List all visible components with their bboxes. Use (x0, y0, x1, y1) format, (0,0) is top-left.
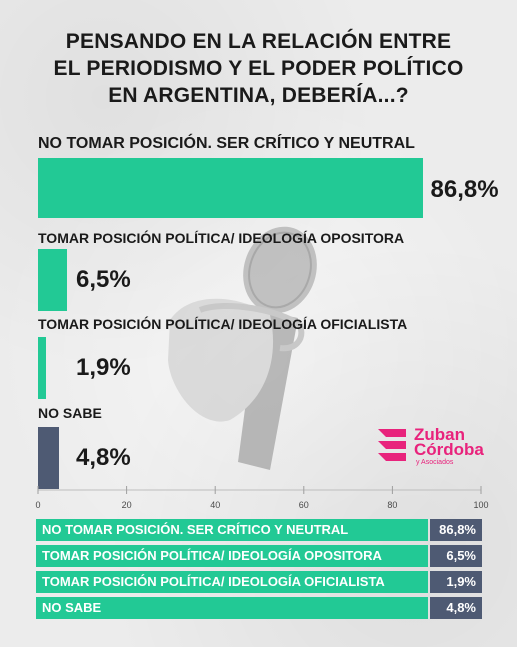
table-row-label: TOMAR POSICIÓN POLÍTICA/ IDEOLOGÍA OPOSI… (36, 545, 428, 567)
category-label-2: TOMAR POSICIÓN POLÍTICA/ IDEOLOGÍA OPOSI… (38, 230, 405, 246)
title-line-1: PENSANDO EN LA RELACIÓN ENTRE (65, 30, 452, 53)
x-tick-label: 20 (122, 500, 132, 510)
brand-name-line-3: y Asociados (416, 459, 454, 466)
table-row: NO SABE 4,8% (36, 597, 482, 619)
value-label-3: 1,9% (76, 354, 131, 381)
bar-1 (38, 158, 423, 218)
brand-logo: Zuban Córdoba y Asociados (376, 423, 496, 473)
table-row-label: TOMAR POSICIÓN POLÍTICA/ IDEOLOGÍA OFICI… (36, 571, 428, 593)
category-label-1: NO TOMAR POSICIÓN. SER CRÍTICO Y NEUTRAL (38, 135, 415, 152)
table-row: NO TOMAR POSICIÓN. SER CRÍTICO Y NEUTRAL… (36, 519, 482, 541)
table-row-label: NO SABE (36, 597, 428, 619)
x-tick-label: 100 (473, 500, 488, 510)
category-label-4: NO SABE (38, 405, 102, 421)
category-label-3: TOMAR POSICIÓN POLÍTICA/ IDEOLOGÍA OFICI… (38, 316, 408, 332)
bar-3 (38, 337, 47, 399)
x-tick-label: 0 (35, 500, 40, 510)
title-line-2: EL PERIODISMO Y EL PODER POLÍTICO (53, 57, 464, 80)
value-label-1: 86,8% (430, 176, 499, 203)
table-row-value: 86,8% (430, 519, 482, 541)
table-row: TOMAR POSICIÓN POLÍTICA/ IDEOLOGÍA OPOSI… (36, 545, 482, 567)
x-tick-label: 60 (299, 500, 309, 510)
brand-logo-name: Zuban Córdoba (414, 425, 484, 459)
table-row-value: 6,5% (430, 545, 482, 567)
value-label-4: 4,8% (76, 444, 131, 471)
x-tick-label: 40 (210, 500, 220, 510)
brand-name-line-2: Córdoba (414, 440, 484, 459)
brand-logo-mark (378, 429, 406, 461)
value-label-2: 6,5% (76, 266, 131, 293)
table-row-value: 4,8% (430, 597, 482, 619)
bar-2 (38, 249, 67, 311)
summary-table: NO TOMAR POSICIÓN. SER CRÍTICO Y NEUTRAL… (36, 519, 482, 623)
bar-4 (38, 427, 60, 489)
table-row-value: 1,9% (430, 571, 482, 593)
table-row-label: NO TOMAR POSICIÓN. SER CRÍTICO Y NEUTRAL (36, 519, 428, 541)
chart-title: PENSANDO EN LA RELACIÓN ENTRE EL PERIODI… (0, 28, 517, 109)
brand-name-line-1: Zuban (414, 425, 465, 444)
x-tick-label: 80 (387, 500, 397, 510)
table-row: TOMAR POSICIÓN POLÍTICA/ IDEOLOGÍA OFICI… (36, 571, 482, 593)
microphone-image (168, 226, 317, 470)
title-line-3: EN ARGENTINA, DEBERÍA...? (108, 84, 409, 107)
